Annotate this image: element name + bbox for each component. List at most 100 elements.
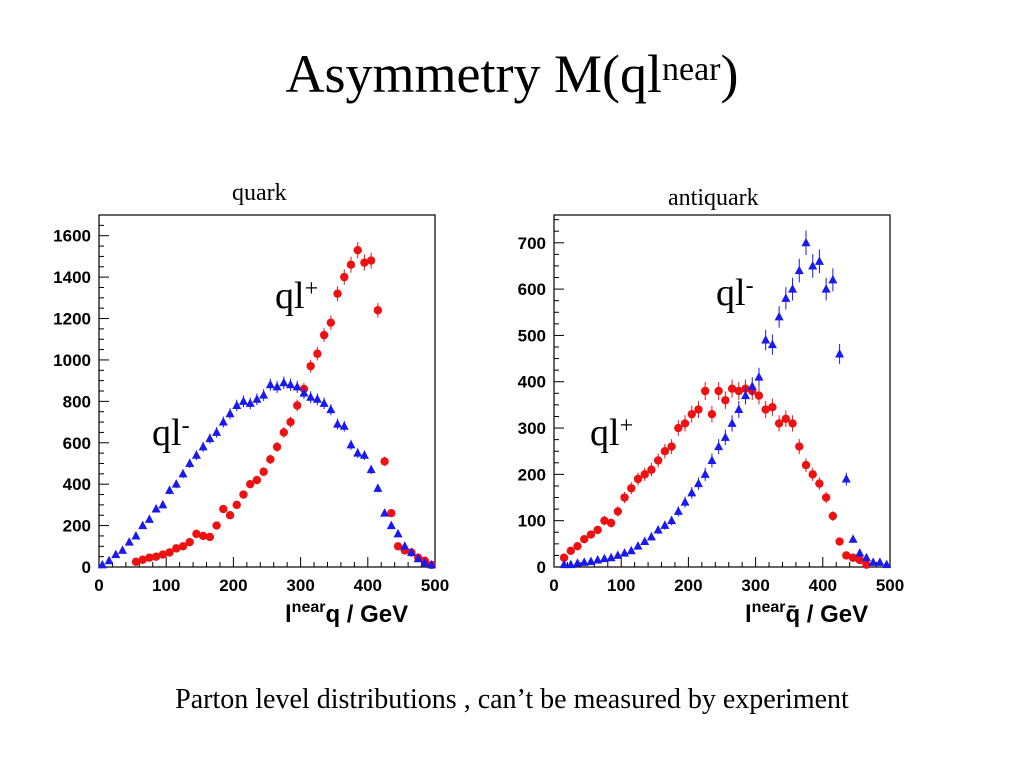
data-point	[734, 386, 743, 396]
series-label-ql+: ql+	[590, 412, 633, 454]
data-point	[559, 559, 569, 569]
data-point	[620, 548, 630, 557]
y-tick-label: 500	[518, 326, 546, 345]
data-point	[131, 530, 141, 540]
data-point	[600, 516, 609, 525]
data-point	[842, 551, 851, 560]
x-tick-label: 100	[607, 576, 635, 595]
x-tick-label: 0	[549, 576, 558, 595]
data-point	[768, 403, 777, 412]
series-ql-	[559, 230, 892, 569]
data-point	[841, 474, 851, 483]
data-point	[192, 529, 201, 539]
data-point	[366, 256, 376, 265]
data-point	[172, 544, 181, 553]
data-point	[673, 506, 683, 515]
data-point	[861, 552, 871, 562]
data-point	[633, 474, 643, 484]
data-point	[400, 541, 410, 550]
data-point	[606, 552, 616, 562]
data-point	[306, 392, 316, 401]
data-point	[333, 419, 343, 428]
data-point	[593, 525, 602, 535]
data-point	[219, 504, 228, 514]
data-point	[694, 405, 703, 414]
data-point	[259, 467, 268, 476]
data-point	[667, 442, 676, 451]
data-point	[653, 456, 663, 465]
y-tick-label: 1000	[53, 351, 91, 370]
series-ql+	[559, 379, 871, 569]
data-point	[326, 318, 336, 327]
data-point	[319, 330, 329, 340]
data-point	[266, 455, 275, 464]
x-tick-label: 400	[809, 576, 837, 595]
data-point	[788, 419, 797, 428]
title-superscript: near	[661, 51, 721, 88]
series-label-ql+: ql+	[275, 275, 318, 317]
data-point	[212, 427, 222, 436]
data-point	[761, 405, 770, 414]
data-point	[333, 289, 342, 298]
data-point	[380, 508, 390, 517]
data-point	[875, 557, 885, 566]
data-point	[855, 548, 865, 557]
data-point	[627, 484, 636, 493]
data-point	[306, 361, 315, 371]
data-point	[613, 550, 623, 559]
data-point	[225, 511, 235, 520]
data-point	[111, 549, 121, 559]
data-point	[232, 500, 241, 510]
x-tick-label: 0	[94, 576, 103, 595]
plot-frame	[553, 214, 891, 568]
title-end: )	[720, 44, 739, 104]
data-point	[252, 394, 262, 403]
data-point	[701, 386, 710, 396]
data-point	[781, 414, 791, 423]
data-point	[580, 535, 589, 544]
title-main: Asymmetry M(ql	[285, 44, 662, 104]
data-point	[848, 534, 858, 543]
data-point	[674, 423, 683, 433]
data-point	[158, 499, 168, 509]
x-tick-label: 500	[876, 576, 904, 595]
data-point	[178, 468, 188, 478]
quark-panel-label: quark	[232, 180, 287, 206]
data-point	[794, 265, 804, 275]
data-point	[613, 507, 623, 516]
data-point	[420, 557, 430, 567]
data-point	[835, 348, 845, 358]
data-point	[808, 260, 818, 270]
x-axis-title: lnearq̄ / GeV	[745, 599, 868, 628]
y-tick-label: 400	[63, 475, 91, 494]
data-point	[855, 555, 864, 565]
data-point	[633, 541, 643, 550]
data-point	[788, 284, 798, 293]
data-point	[848, 553, 858, 562]
y-tick-label: 100	[518, 512, 546, 531]
y-tick-label: 0	[82, 558, 91, 577]
data-point	[579, 557, 589, 566]
data-point	[393, 528, 403, 538]
data-point	[165, 485, 175, 494]
data-point	[573, 541, 582, 551]
data-point	[373, 483, 383, 492]
data-point	[667, 515, 677, 525]
series-label-ql-: ql-	[716, 272, 754, 314]
data-point	[185, 458, 195, 467]
data-point	[359, 450, 369, 459]
data-point	[687, 409, 696, 419]
y-tick-label: 1200	[53, 310, 91, 329]
data-point	[559, 553, 569, 562]
data-point	[646, 531, 656, 541]
data-point	[828, 274, 838, 284]
data-point	[774, 419, 784, 428]
data-point	[272, 442, 282, 452]
data-point	[693, 478, 703, 488]
data-point	[593, 555, 603, 564]
data-point	[754, 372, 764, 381]
data-point	[171, 479, 181, 488]
antiquark-panel-label: antiquark	[668, 185, 759, 211]
data-point	[218, 417, 228, 426]
data-point	[212, 521, 221, 530]
